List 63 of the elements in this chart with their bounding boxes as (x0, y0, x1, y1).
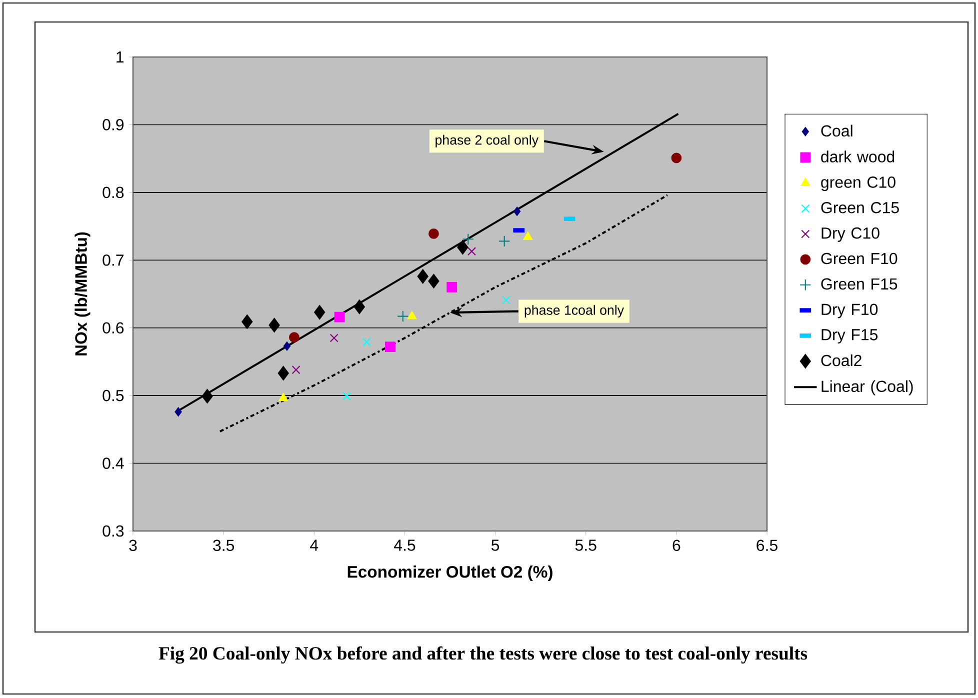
x-tick-label: 3.5 (213, 540, 234, 552)
x-tick-label: 3 (129, 540, 137, 552)
y-tick-label: 0.8 (102, 186, 124, 198)
x-tick-label: 6.5 (756, 540, 778, 552)
point (671, 152, 682, 164)
point (289, 332, 300, 343)
legend-label: Dry C10 (822, 227, 880, 242)
point (354, 300, 365, 314)
point (407, 311, 417, 320)
point (362, 338, 371, 346)
point (314, 305, 326, 320)
point (502, 296, 510, 304)
point (278, 366, 289, 380)
point (202, 389, 213, 404)
y-tick-label: 0.4 (102, 458, 124, 469)
point (428, 274, 440, 288)
legend-label: Coal (821, 124, 852, 137)
caption: Fig 20 Coal-only NOx before and after the tests were close to test coal-only results (158, 646, 808, 664)
y-tick-label: 0.7 (102, 254, 124, 266)
legend-label: Green F10 (821, 252, 898, 264)
x-tick-label: 4 (310, 540, 318, 551)
point (242, 314, 253, 329)
point (334, 312, 345, 322)
legend-label: Dry F10 (822, 304, 878, 318)
y-tick-label: 0.6 (102, 322, 124, 334)
point (385, 342, 396, 352)
y-tick-label: 1 (116, 52, 124, 63)
point (457, 240, 468, 254)
legend-label: Dry F15 (822, 329, 878, 344)
point (268, 318, 280, 332)
legend-label: green C10 (821, 176, 896, 192)
point (446, 282, 458, 292)
y-tick-label: 0.5 (102, 390, 124, 402)
line-series (218, 194, 668, 432)
y-tick-label: 0.9 (102, 119, 124, 130)
x-tick-label: 6 (672, 540, 680, 552)
point (174, 407, 182, 416)
y-axis-title: NOx (lb/MMBtu) (74, 232, 90, 356)
legend-label: Green F15 (821, 278, 898, 290)
x-axis-title: Economizer OUtlet O2 (%) (348, 566, 552, 582)
legend-label: Linear (Coal) (822, 380, 913, 396)
y-tick-label: 0.3 (102, 525, 124, 537)
x-tick-label: 5 (491, 540, 500, 551)
legend-label: Coal2 (821, 354, 862, 366)
point (397, 310, 409, 322)
point (498, 235, 510, 248)
legend-label: dark wood (821, 150, 894, 162)
legend-label: Green C15 (821, 202, 899, 214)
point (467, 247, 476, 256)
point (278, 393, 288, 402)
point (330, 334, 338, 342)
annotation: phase 1coal only (524, 305, 624, 318)
x-tick-label: 5.5 (575, 540, 596, 551)
point (513, 206, 521, 216)
point (428, 228, 439, 239)
point (292, 366, 300, 374)
point (283, 342, 291, 351)
point (342, 392, 352, 401)
point (417, 269, 428, 284)
point (462, 233, 474, 246)
point (523, 232, 532, 240)
x-tick-label: 4.5 (394, 540, 416, 551)
annotation: phase 2 coal only (436, 134, 538, 148)
